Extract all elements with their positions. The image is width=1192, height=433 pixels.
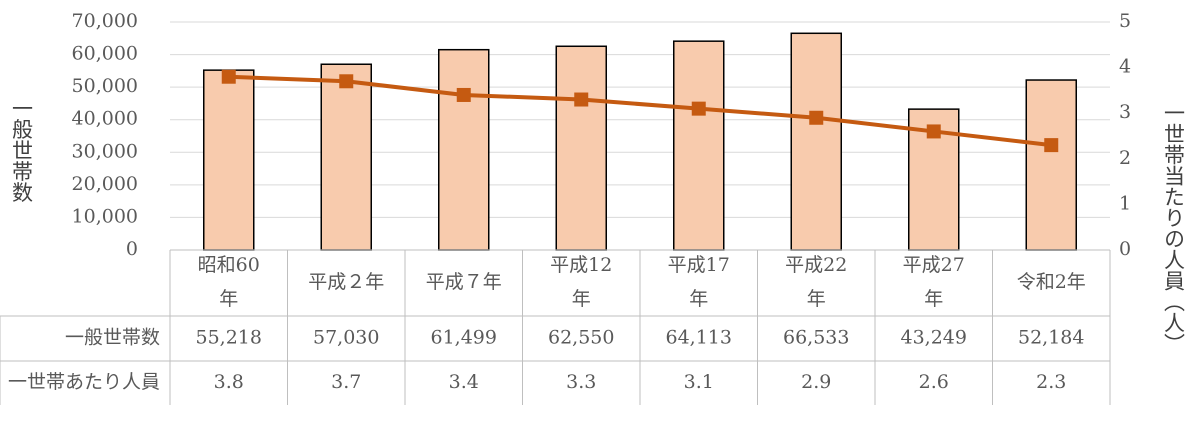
y-tick-label: 40,000 xyxy=(72,108,138,130)
bar xyxy=(555,45,607,251)
bar xyxy=(438,48,490,251)
table-cell: 62,550 xyxy=(548,327,614,349)
table-cell: 43,249 xyxy=(901,327,967,349)
category-label: 平成27 年 xyxy=(903,254,965,310)
table-cell: 55,218 xyxy=(196,327,262,349)
table-cell: 57,030 xyxy=(313,327,379,349)
y2-tick-label: 2 xyxy=(1119,147,1131,169)
line-marker xyxy=(809,110,824,125)
y-tick-label: 50,000 xyxy=(72,75,138,97)
y-tick-label: 0 xyxy=(126,238,138,260)
category-label: 平成７年 xyxy=(426,271,502,293)
bar xyxy=(790,32,842,251)
line-marker xyxy=(691,101,706,116)
bar xyxy=(320,63,372,251)
bar xyxy=(203,69,255,251)
bar xyxy=(673,40,725,251)
y2-tick-label: 5 xyxy=(1119,10,1131,32)
table-cell: 52,184 xyxy=(1018,327,1084,349)
line-marker xyxy=(574,92,589,107)
y2-axis-title: 一世帯当たりの人員（人） xyxy=(1162,102,1186,354)
line-series xyxy=(228,74,1052,148)
category-label: 令和2年 xyxy=(1017,271,1086,293)
line-marker xyxy=(456,87,471,102)
table-cell: 61,499 xyxy=(431,327,497,349)
y-tick-label: 20,000 xyxy=(72,173,138,195)
line-marker xyxy=(221,69,236,84)
table-cell: 64,113 xyxy=(666,327,732,349)
row-label: 一世帯あたり人員 xyxy=(8,371,160,393)
y-tick-label: 60,000 xyxy=(72,43,138,65)
line-marker xyxy=(339,74,354,89)
table-cell: 3.1 xyxy=(684,371,714,393)
line-marker xyxy=(1044,138,1059,153)
y-tick-label: 30,000 xyxy=(72,140,138,162)
line-marker xyxy=(926,124,941,139)
bar xyxy=(1025,79,1077,251)
category-label: 平成17 年 xyxy=(668,254,730,310)
table-cell: 2.6 xyxy=(919,371,949,393)
y-tick-label: 70,000 xyxy=(72,10,138,32)
y2-tick-label: 0 xyxy=(1119,238,1131,260)
table-cell: 3.3 xyxy=(566,371,596,393)
y2-tick-label: 4 xyxy=(1119,56,1131,78)
y2-tick-label: 1 xyxy=(1119,192,1131,214)
y2-tick-label: 3 xyxy=(1119,101,1131,123)
category-label: 平成２年 xyxy=(308,271,384,293)
table-cell: 3.4 xyxy=(449,371,479,393)
y-tick-label: 10,000 xyxy=(72,205,138,227)
category-label: 昭和60 年 xyxy=(198,254,260,310)
category-label: 平成12 年 xyxy=(550,254,612,310)
category-label: 平成22 年 xyxy=(785,254,847,310)
table-cell: 66,533 xyxy=(783,327,849,349)
table-cell: 2.9 xyxy=(801,371,831,393)
table-cell: 2.3 xyxy=(1036,371,1066,393)
row-label: 一般世帯数 xyxy=(65,327,160,349)
table-cell: 3.7 xyxy=(331,371,361,393)
y-axis-title: 一般世帯数 xyxy=(10,98,34,203)
table-cell: 3.8 xyxy=(214,371,244,393)
